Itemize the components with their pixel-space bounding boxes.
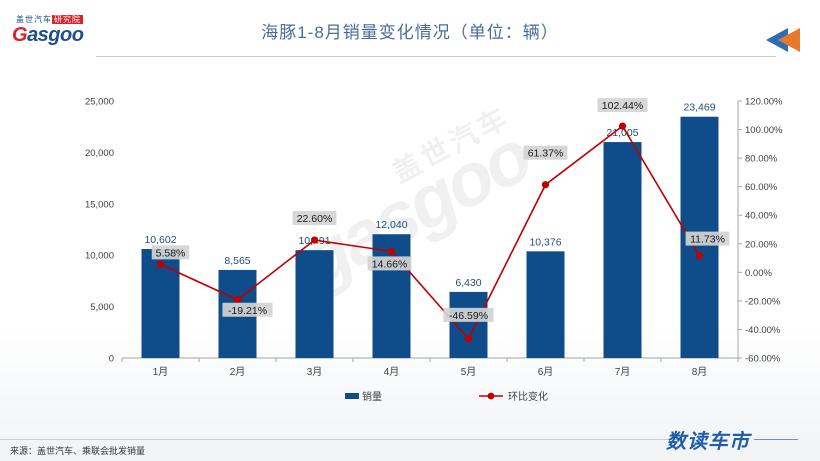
x-tick-label: 2月 — [230, 366, 246, 378]
legend-label-line: 环比变化 — [508, 390, 548, 403]
bar-value-label: 6,430 — [455, 277, 481, 289]
brand-divider — [754, 439, 798, 440]
pct-label-box — [367, 256, 412, 271]
logo-cn: 盖世汽车 — [16, 15, 52, 24]
logo-en: asgoo — [27, 24, 84, 46]
mom-change-point — [387, 247, 396, 256]
y-right-tick-label: -20.00% — [745, 296, 781, 307]
mom-change-point — [156, 260, 165, 268]
y-right-tick-label: 60.00% — [745, 182, 778, 193]
pct-label: 11.73% — [690, 234, 725, 246]
bar — [526, 251, 565, 358]
bar-value-label: 10,602 — [144, 234, 176, 246]
y-right-tick-label: 0.00% — [745, 268, 772, 279]
logo-en-g: G — [12, 24, 28, 46]
bar-value-label: 8,565 — [224, 255, 250, 267]
bar-value-label: 21,005 — [606, 127, 638, 139]
header: 盖世汽车 研究院 Gasgoo 海豚1-8月销量变化情况（单位：辆） — [0, 0, 820, 60]
pct-label-box — [685, 231, 730, 246]
pct-label: 22.60% — [297, 213, 333, 225]
source-note: 来源：盖世汽车、乘联会批发销量 — [10, 446, 146, 456]
x-tick-label: 6月 — [538, 366, 554, 378]
legend-label-bars: 销量 — [362, 390, 382, 403]
pct-label: 61.37% — [528, 148, 564, 160]
mom-change-line — [160, 124, 701, 341]
bar — [603, 142, 642, 358]
mom-change-point — [310, 236, 319, 244]
pct-label: 102.44% — [602, 100, 643, 112]
mom-change-point — [541, 181, 550, 189]
x-tick-label: 1月 — [153, 366, 169, 378]
pct-label-box — [151, 245, 190, 260]
pct-label: 5.58% — [156, 247, 186, 259]
brand-label: 数读车市 — [666, 431, 750, 453]
bar-value-label: 12,040 — [375, 219, 407, 231]
mom-change-point — [618, 122, 627, 130]
y-right-tick-label: -40.00% — [745, 325, 781, 336]
pct-label-box — [222, 302, 273, 317]
bar — [295, 250, 334, 358]
y-right-tick-label: 20.00% — [745, 239, 778, 250]
nav-arrow-icon[interactable] — [766, 28, 800, 52]
y-right-tick-label: 40.00% — [745, 211, 778, 222]
x-tick-label: 4月 — [384, 366, 400, 378]
pct-label-box — [443, 307, 494, 322]
legend-swatch-marker — [487, 392, 495, 400]
header-divider — [96, 56, 776, 57]
logo-cn-tag: 研究院 — [52, 15, 83, 24]
legend-swatch-bars — [345, 393, 359, 399]
pct-label-box — [597, 98, 648, 113]
gasgoo-logo: 盖世汽车 研究院 Gasgoo — [12, 14, 92, 50]
pct-label: 14.66% — [372, 258, 408, 270]
bar-value-label: 23,469 — [683, 102, 715, 114]
mom-change-point — [233, 296, 242, 304]
page-title: 海豚1-8月销量变化情况（单位：辆） — [261, 23, 559, 42]
y-left-tick-label: 20,000 — [85, 148, 114, 159]
pct-label: -46.59% — [449, 310, 488, 322]
y-right-tick-label: 120.00% — [745, 97, 783, 108]
x-tick-label: 8月 — [692, 366, 708, 378]
y-left-tick-label: 10,000 — [85, 251, 114, 262]
footer-divider — [0, 439, 680, 440]
mom-change-point — [464, 335, 473, 343]
x-tick-label: 7月 — [615, 366, 631, 378]
pct-label: -19.21% — [228, 305, 267, 317]
y-left-tick-label: 25,000 — [85, 97, 114, 108]
y-right-tick-label: 80.00% — [745, 154, 778, 165]
y-left-tick-label: 5,000 — [90, 302, 114, 313]
bar-value-label: 10,376 — [529, 236, 561, 248]
x-tick-label: 3月 — [307, 366, 323, 378]
y-right-tick-label: -60.00% — [745, 354, 781, 365]
pct-label-box — [523, 145, 568, 160]
pct-label-box — [292, 211, 337, 226]
x-tick-label: 5月 — [461, 366, 477, 378]
y-left-tick-label: 15,000 — [85, 199, 114, 210]
mom-change-point — [695, 251, 704, 260]
y-left-tick-label: 0 — [109, 354, 114, 365]
y-right-tick-label: 100.00% — [745, 125, 783, 136]
